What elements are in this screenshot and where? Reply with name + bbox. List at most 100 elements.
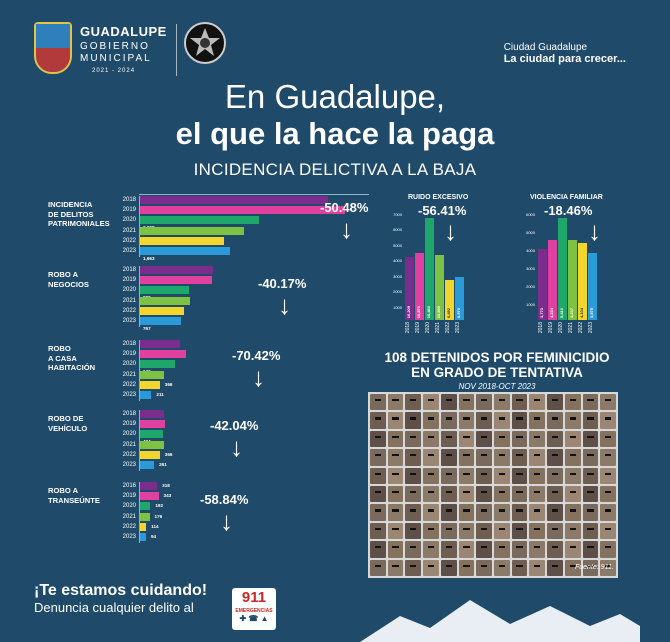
detainee-photo — [511, 541, 528, 558]
detainee-photo — [440, 504, 457, 521]
detainee-photo — [405, 541, 422, 558]
year-tick-label: 2023 — [122, 248, 136, 254]
detainee-photo — [529, 522, 546, 540]
detainee-photo — [458, 467, 475, 484]
category-label-line: HABITACIÓN — [48, 363, 96, 372]
detainee-photo — [405, 522, 422, 540]
detainee-photo — [511, 449, 528, 466]
year-tick-label: 2018 — [122, 267, 136, 273]
detainee-photo — [440, 467, 457, 484]
vchart-bar-value: 10,500 — [436, 305, 441, 318]
detainee-photo — [529, 449, 546, 466]
page-subtitle: INCIDENCIA DELICTIVA A LA BAJA — [193, 160, 477, 179]
detainee-photo — [423, 394, 439, 411]
category-label: INCIDENCIA DE DELITOS PATRIMONIALES — [48, 200, 110, 229]
down-arrow-icon: ↓ — [340, 214, 353, 244]
year-tick-label: 2020 — [122, 287, 136, 294]
bar: 448 — [140, 410, 165, 424]
down-arrow-icon: ↓ — [230, 432, 243, 462]
detainee-photo — [370, 394, 386, 411]
detainee-photo — [458, 522, 475, 540]
vchart-year-label: 2019 — [415, 322, 421, 334]
year-tick-label: 2022 — [122, 451, 136, 458]
detainee-photo — [440, 430, 457, 448]
detainee-photo — [458, 449, 475, 466]
detainee-photo — [440, 541, 457, 558]
bar-value-label: 114 — [151, 523, 159, 529]
brand-years: 2021 - 2024 — [92, 68, 136, 74]
detainee-photo — [387, 504, 404, 521]
bar: 846 — [140, 350, 186, 364]
detainee-photo — [476, 541, 492, 558]
vchart-year-label: 2022 — [445, 322, 451, 334]
vchart-change-label: -56.41% — [418, 203, 467, 218]
vchart-bar-value: 10,870 — [416, 305, 421, 318]
year-tick-label: 2022 — [122, 307, 136, 314]
detainee-photo — [405, 559, 422, 576]
bar-value-label: 176 — [154, 513, 163, 519]
emergency-911-badge: 911 EMERGENCIAS ✚ ☎ ▲ — [232, 588, 276, 630]
detainee-photo — [547, 467, 563, 484]
badge-number: 911 — [241, 589, 267, 606]
bar: 1,931 — [140, 226, 245, 241]
detainee-photo — [476, 504, 492, 521]
detainee-photo — [511, 467, 528, 484]
detainee-photo — [600, 541, 616, 558]
down-arrow-icon: ↓ — [252, 362, 265, 392]
detainee-photo — [423, 430, 439, 448]
year-tick-label: 2021 — [122, 441, 136, 448]
detainee-photo — [547, 430, 563, 448]
vchart-title: RUIDO EXCESIVO — [408, 194, 469, 201]
badge-text: EMERGENCIAS — [235, 608, 273, 614]
detainee-photo — [458, 541, 475, 558]
detainee-photo — [387, 449, 404, 466]
year-tick-label: 2016 — [122, 483, 136, 489]
detainee-photo — [494, 485, 510, 503]
detainee-photo — [405, 485, 422, 503]
vchart-year-label: 2020 — [558, 322, 564, 334]
detainee-photo — [494, 541, 510, 558]
city-slogan: Ciudad Guadalupe La ciudad para crecer..… — [504, 42, 626, 65]
bar: 1,337 — [140, 276, 213, 290]
detainee-photo — [387, 412, 404, 429]
change-percent-label: -40.17% — [258, 276, 307, 291]
detainee-photo — [529, 430, 546, 448]
year-tick-label: 2021 — [122, 371, 136, 378]
detainee-photo — [405, 504, 422, 521]
vchart-bar-value: 3,773 — [539, 307, 544, 318]
brand-line1: GOBIERNO — [80, 41, 150, 52]
bar: 176 — [140, 512, 162, 521]
detainee-photo — [476, 467, 492, 484]
change-percent-label: -42.04% — [210, 418, 259, 433]
vchart-bar: 6,970 — [455, 276, 464, 320]
bar: 434 — [140, 430, 164, 444]
detainee-photo — [564, 485, 581, 503]
detainee-photo — [494, 412, 510, 429]
detainee-photo — [582, 485, 599, 503]
vchart-bar: 6,492 — [445, 279, 454, 320]
brand-line2: MUNICIPAL — [80, 53, 152, 64]
detainee-photo — [511, 504, 528, 521]
detainee-photo — [423, 412, 439, 429]
vchart-bar-value: 10,209 — [406, 305, 411, 318]
detainee-photo — [494, 504, 510, 521]
vchart-ytick-label: 1000 — [393, 304, 402, 310]
bar: 471 — [140, 420, 166, 434]
slogan-main: La ciudad para crecer... — [503, 53, 626, 65]
vchart-year-label: 2023 — [588, 322, 594, 334]
detainee-photo — [529, 485, 546, 503]
year-tick-label: 2018 — [122, 411, 136, 417]
bar: 366 — [140, 450, 172, 459]
bar: 736 — [140, 340, 180, 354]
vchart-title: VIOLENCIA FAMILIAR — [530, 194, 603, 201]
category-label-line: NEGOCIOS — [48, 279, 89, 289]
bar: 918 — [140, 296, 190, 311]
vchart-bar: 16,460 — [425, 218, 434, 320]
axis-line — [139, 482, 140, 544]
year-tick-label: 2019 — [122, 493, 136, 500]
category-label-line: ROBO DE — [48, 414, 84, 423]
detainee-photo — [564, 394, 581, 411]
detainee-photo — [547, 412, 563, 429]
detainee-photo — [494, 394, 510, 411]
bar-value-label: 366 — [164, 381, 173, 387]
